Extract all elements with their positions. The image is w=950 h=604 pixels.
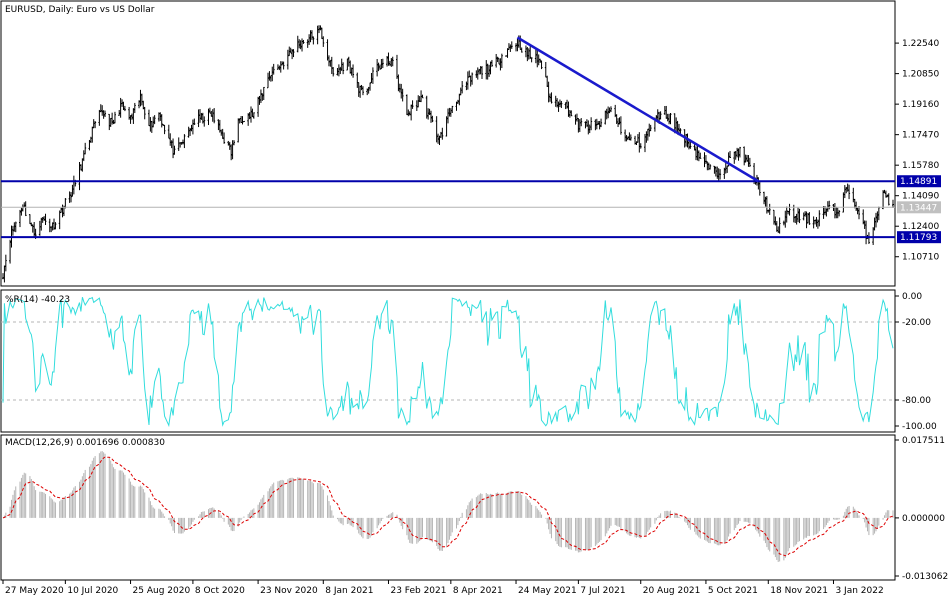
trendline: [516, 36, 760, 183]
date-tick-label: 8 Jan 2021: [325, 586, 373, 596]
price-tick-label: 1.14090: [902, 192, 939, 202]
date-tick-label: 10 Jul 2020: [67, 586, 118, 596]
level-badge: [897, 175, 941, 188]
macd-signal-line: [2, 456, 894, 557]
date-tick-label: 23 Feb 2021: [390, 586, 446, 596]
price-tick-label: 1.20850: [902, 70, 939, 80]
date-tick-label: 20 Aug 2021: [643, 586, 701, 596]
price-tick-label: 1.22540: [902, 39, 939, 49]
date-tick-label: 18 Nov 2021: [770, 586, 828, 596]
price-tick-label: 1.12400: [902, 222, 939, 232]
date-tick-label: 23 Nov 2020: [260, 586, 318, 596]
main-panel-frame: [0, 0, 896, 287]
date-tick-label: 24 May 2021: [518, 586, 577, 596]
macd-tick-label: 0.017511: [902, 436, 945, 446]
wpr-tick-label: -20.00: [902, 318, 931, 328]
level-badge: [897, 231, 941, 244]
macd-tick-label: 0.000000: [902, 514, 945, 524]
chart-title: EURUSD, Daily: Euro vs US Dollar: [5, 5, 155, 15]
date-tick-label: 8 Oct 2020: [195, 586, 245, 596]
current-price-label: 1.13447: [900, 203, 937, 213]
wpr-tick-label: -100.00: [902, 422, 937, 432]
date-tick-label: 8 Apr 2021: [453, 586, 503, 596]
wpr-tick-label: -80.00: [902, 396, 931, 406]
wpr-panel-frame: [0, 289, 896, 433]
macd-title: MACD(12,26,9) 0.001696 0.000830: [5, 438, 165, 448]
wpr-panel: [1, 296, 895, 428]
price-panel: [1, 25, 895, 283]
axis-labels: 1.22540 1.20850 1.19160 1.17470 1.15780 1.140…: [2, 39, 948, 596]
date-tick-label: 27 May 2020: [5, 586, 64, 596]
level-label: 1.11793: [900, 233, 937, 243]
price-tick-label: 1.17470: [902, 131, 939, 141]
price-tick-label: 1.15780: [902, 161, 939, 171]
wpr-line: [2, 296, 894, 428]
date-tick-label: 7 Jul 2021: [580, 586, 625, 596]
macd-tick-label: -0.013062: [902, 572, 948, 582]
date-tick-label: 3 Jan 2022: [835, 586, 883, 596]
macd-panel: [2, 451, 894, 562]
level-label: 1.14891: [900, 177, 937, 187]
wpr-tick-label: 0.00: [902, 292, 922, 302]
price-tick-label: 1.19160: [902, 100, 939, 110]
price-tick-label: 1.10710: [902, 253, 939, 263]
wpr-title: %R(14) -40.23: [5, 295, 70, 305]
date-tick-label: 5 Oct 2021: [708, 586, 758, 596]
current-price-badge: [897, 201, 941, 214]
date-tick-label: 25 Aug 2020: [133, 586, 191, 596]
